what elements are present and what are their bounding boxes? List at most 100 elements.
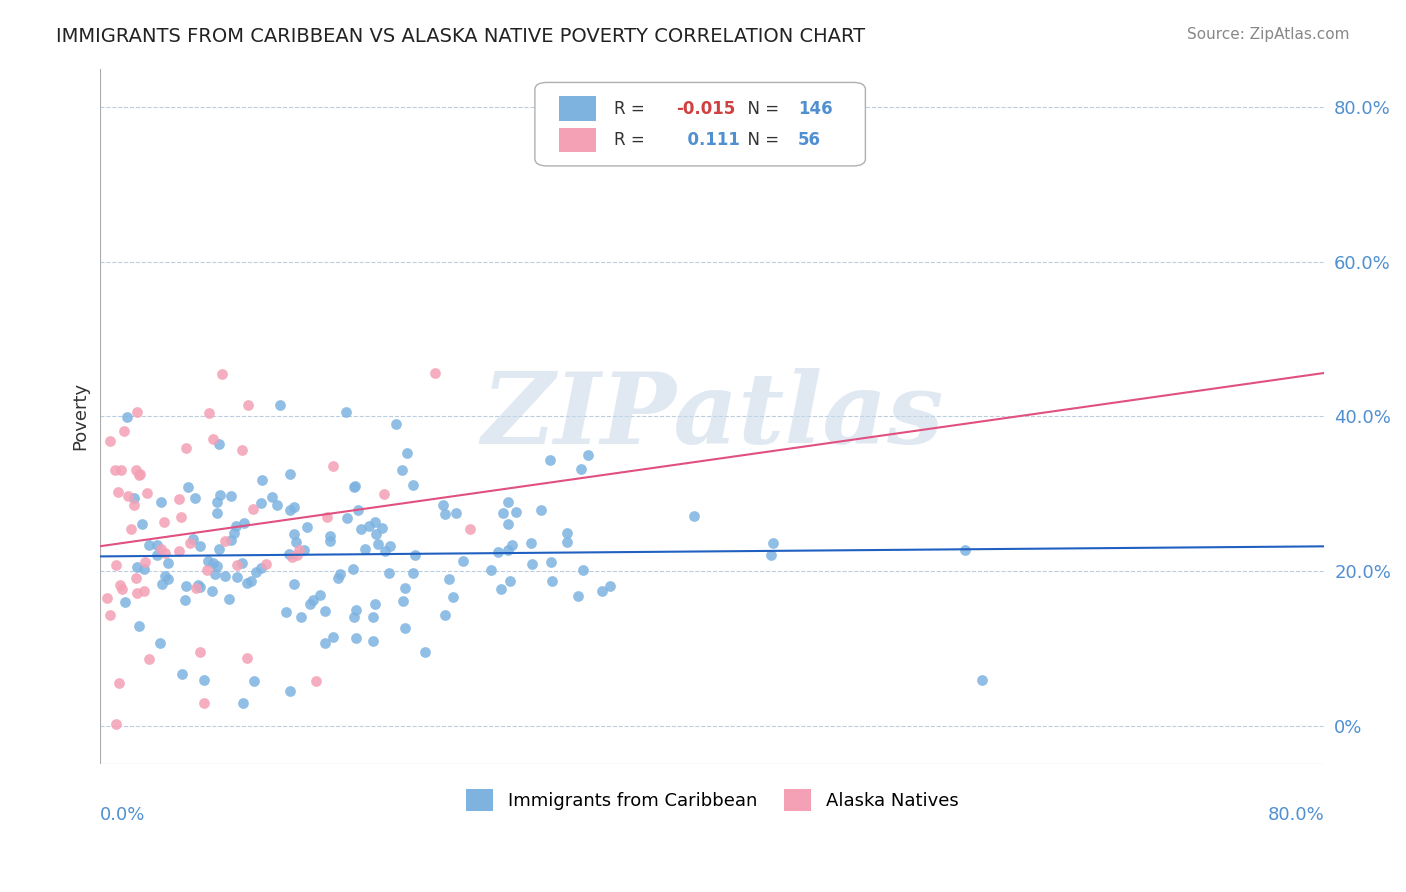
- Point: [128, 467, 150, 482]
- Point: [205, 495, 228, 509]
- Point: [492, 506, 515, 520]
- Point: [287, 548, 309, 562]
- Point: [266, 498, 288, 512]
- Point: [970, 673, 993, 687]
- Point: [198, 406, 221, 420]
- Point: [104, 463, 127, 477]
- Point: [167, 491, 190, 506]
- FancyBboxPatch shape: [534, 82, 865, 166]
- Point: [683, 509, 706, 524]
- Text: IMMIGRANTS FROM CARIBBEAN VS ALASKA NATIVE POVERTY CORRELATION CHART: IMMIGRANTS FROM CARIBBEAN VS ALASKA NATI…: [56, 27, 865, 45]
- Text: 80.0%: 80.0%: [1268, 806, 1324, 824]
- Point: [146, 538, 169, 552]
- Point: [193, 696, 215, 710]
- Text: 0.111: 0.111: [676, 131, 740, 149]
- Point: [167, 544, 190, 558]
- Point: [335, 405, 357, 419]
- Point: [555, 534, 578, 549]
- Point: [242, 502, 264, 516]
- Point: [152, 515, 174, 529]
- Point: [190, 539, 212, 553]
- Point: [153, 546, 176, 560]
- Point: [205, 558, 228, 573]
- Point: [131, 516, 153, 531]
- Point: [181, 532, 204, 546]
- Point: [138, 652, 160, 666]
- Point: [233, 516, 256, 531]
- Text: ZIPatlas: ZIPatlas: [481, 368, 943, 465]
- Point: [441, 591, 464, 605]
- Point: [439, 572, 461, 586]
- Text: 0.0%: 0.0%: [100, 806, 146, 824]
- Point: [555, 525, 578, 540]
- Point: [301, 592, 323, 607]
- Point: [208, 437, 231, 451]
- Point: [451, 554, 474, 568]
- Point: [498, 495, 520, 509]
- Point: [364, 515, 387, 529]
- Point: [132, 584, 155, 599]
- Point: [479, 563, 502, 577]
- Point: [184, 491, 207, 505]
- Point: [218, 592, 240, 607]
- Point: [370, 521, 392, 535]
- Point: [520, 557, 543, 571]
- Text: R =: R =: [614, 131, 651, 149]
- Point: [367, 537, 389, 551]
- Point: [184, 581, 207, 595]
- Point: [170, 667, 193, 681]
- Point: [250, 473, 273, 487]
- Point: [260, 490, 283, 504]
- Point: [105, 717, 128, 731]
- Point: [122, 491, 145, 506]
- Point: [290, 610, 312, 624]
- Point: [231, 443, 253, 458]
- Point: [150, 577, 173, 591]
- Point: [344, 631, 367, 645]
- Point: [204, 567, 226, 582]
- FancyBboxPatch shape: [560, 96, 596, 120]
- Point: [225, 519, 247, 533]
- Text: R =: R =: [614, 100, 651, 118]
- Point: [591, 583, 613, 598]
- Point: [432, 498, 454, 512]
- Text: -0.015: -0.015: [676, 100, 735, 118]
- Point: [361, 634, 384, 648]
- Point: [128, 619, 150, 633]
- Point: [283, 500, 305, 514]
- Text: Source: ZipAtlas.com: Source: ZipAtlas.com: [1187, 27, 1350, 42]
- Text: 146: 146: [799, 100, 832, 118]
- Point: [402, 478, 425, 492]
- Point: [115, 409, 138, 424]
- Point: [486, 544, 509, 558]
- Point: [328, 570, 350, 584]
- Point: [364, 597, 387, 611]
- Point: [240, 574, 263, 589]
- Point: [274, 606, 297, 620]
- Point: [489, 582, 512, 596]
- Point: [378, 539, 401, 553]
- Point: [505, 505, 527, 519]
- Point: [496, 542, 519, 557]
- Point: [329, 567, 352, 582]
- Point: [254, 557, 277, 571]
- Point: [519, 536, 541, 550]
- Text: 56: 56: [799, 131, 821, 149]
- Point: [540, 554, 562, 568]
- Point: [569, 462, 592, 476]
- Point: [231, 557, 253, 571]
- Point: [394, 582, 416, 596]
- Point: [392, 593, 415, 607]
- Point: [378, 566, 401, 580]
- Point: [117, 489, 139, 503]
- Point: [250, 496, 273, 510]
- Point: [201, 556, 224, 570]
- Point: [283, 577, 305, 591]
- Point: [423, 366, 446, 380]
- Point: [283, 527, 305, 541]
- Point: [361, 609, 384, 624]
- Point: [374, 544, 396, 558]
- Point: [541, 574, 564, 588]
- Point: [347, 503, 370, 517]
- Point: [295, 520, 318, 534]
